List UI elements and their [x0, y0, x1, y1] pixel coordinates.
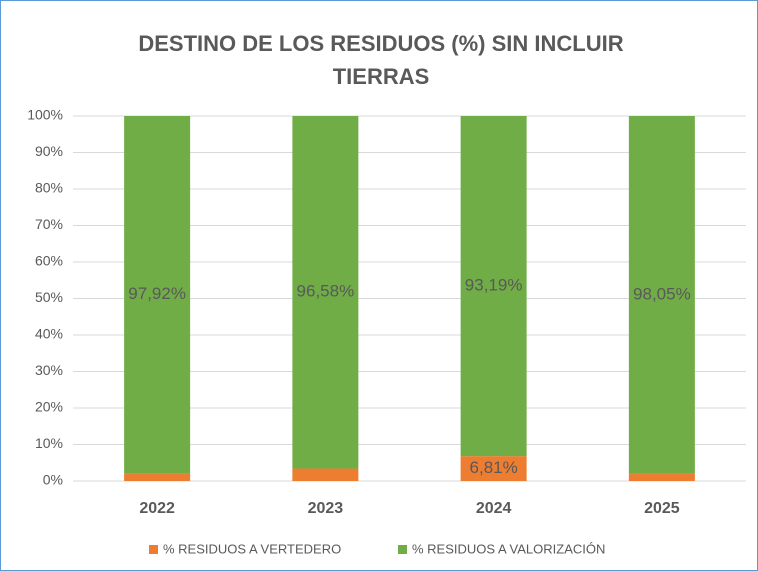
- legend-swatch: [398, 545, 407, 554]
- data-label: 93,19%: [465, 276, 523, 295]
- chart-title: DESTINO DE LOS RESIDUOS (%) SIN INCLUIR …: [138, 31, 624, 89]
- x-tick-label: 2023: [308, 500, 344, 517]
- bar-segment: [292, 116, 359, 469]
- bar-segment: [124, 116, 191, 474]
- data-label: 6,81%: [470, 458, 518, 477]
- y-tick-label: 50%: [35, 289, 63, 305]
- x-tick-label: 2022: [139, 500, 175, 517]
- bar-segment: [292, 468, 359, 481]
- data-label: 98,05%: [633, 284, 691, 303]
- y-tick-label: 100%: [27, 107, 63, 123]
- bar-segment: [124, 473, 191, 481]
- legend-label: % RESIDUOS A VALORIZACIÓN: [412, 541, 605, 556]
- data-label: 97,92%: [128, 284, 186, 303]
- y-tick-label: 20%: [35, 399, 63, 415]
- y-tick-label: 40%: [35, 326, 63, 342]
- legend-label: % RESIDUOS A VERTEDERO: [163, 541, 341, 556]
- legend-swatch: [149, 545, 158, 554]
- y-tick-label: 0%: [43, 472, 63, 488]
- y-tick-label: 10%: [35, 435, 63, 451]
- bar-segment: [460, 456, 527, 481]
- y-tick-label: 60%: [35, 253, 63, 269]
- x-tick-label: 2024: [476, 500, 512, 517]
- bar-segment: [460, 116, 527, 457]
- x-tick-label: 2025: [644, 500, 680, 517]
- y-tick-label: 90%: [35, 143, 63, 159]
- bar-segment: [628, 116, 695, 474]
- bar-segment: [628, 473, 695, 481]
- y-tick-label: 80%: [35, 180, 63, 196]
- y-tick-label: 30%: [35, 362, 63, 378]
- y-tick-label: 70%: [35, 216, 63, 232]
- data-label: 96,58%: [297, 282, 355, 301]
